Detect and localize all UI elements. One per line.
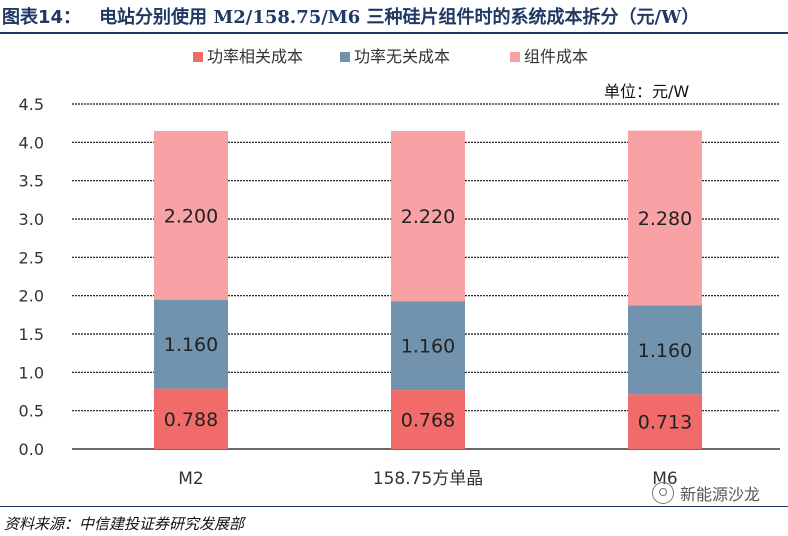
bar-0-2	[154, 130, 228, 300]
y-tick-label-9: 4.5	[19, 95, 44, 114]
wechat-icon	[651, 482, 674, 504]
data-label-1-0: 0.768	[401, 410, 455, 432]
y-tick-label-4: 2.0	[19, 287, 44, 306]
watermark-text: 新能源沙龙	[679, 487, 760, 504]
footer: 资料来源：中信建投证券研究发展部 新能源沙龙	[0, 482, 788, 536]
data-label-0-0: 0.788	[164, 409, 218, 431]
x-tick-label-0: M2	[178, 469, 203, 489]
data-label-2-0: 0.713	[638, 412, 692, 434]
chart-title: 电站分别使用 M2/158.75/M6 三种硅片组件时的系统成本拆分（元/W）	[99, 7, 700, 28]
unit-label: 单位：元/W	[604, 82, 689, 101]
bar-1-2	[391, 130, 465, 302]
y-tick-label-6: 3.0	[19, 210, 44, 229]
legend-swatch-1	[340, 52, 350, 62]
y-tick-label-8: 4.0	[19, 133, 44, 152]
legend-swatch-2	[510, 52, 520, 62]
data-label-0-1: 1.160	[164, 334, 218, 356]
data-label-1-2: 2.220	[401, 206, 455, 228]
bar-0-1	[154, 299, 228, 389]
watermark: 新能源沙龙	[651, 481, 760, 505]
x-tick-label-1: 158.75方单晶	[373, 469, 483, 489]
legend-swatch-0	[193, 52, 203, 62]
legend-label-0: 功率相关成本	[207, 47, 303, 66]
y-tick-label-3: 1.5	[19, 325, 44, 344]
bar-1-0	[391, 390, 465, 449]
y-tick-label-5: 2.5	[19, 248, 44, 267]
data-label-2-2: 2.280	[638, 208, 692, 230]
y-tick-label-7: 3.5	[19, 172, 44, 191]
y-tick-label-2: 1.0	[19, 363, 44, 382]
y-tick-label-0: 0.0	[19, 440, 44, 459]
figure-label: 图表14：	[2, 7, 82, 28]
legend-label-2: 组件成本	[524, 47, 588, 66]
y-tick-label-1: 0.5	[19, 402, 44, 421]
bar-2-1	[628, 305, 702, 395]
data-label-1-1: 1.160	[401, 336, 455, 358]
data-label-2-1: 1.160	[638, 340, 692, 362]
bar-2-2	[628, 130, 702, 306]
bar-2-0	[628, 394, 702, 449]
legend-label-1: 功率无关成本	[354, 47, 450, 66]
data-label-0-2: 2.200	[164, 205, 218, 227]
bar-1-1	[391, 301, 465, 391]
bar-0-0	[154, 388, 228, 449]
title-bar: 图表14： 电站分别使用 M2/158.75/M6 三种硅片组件时的系统成本拆分…	[0, 0, 788, 34]
source-note: 资料来源：中信建投证券研究发展部	[4, 515, 245, 533]
